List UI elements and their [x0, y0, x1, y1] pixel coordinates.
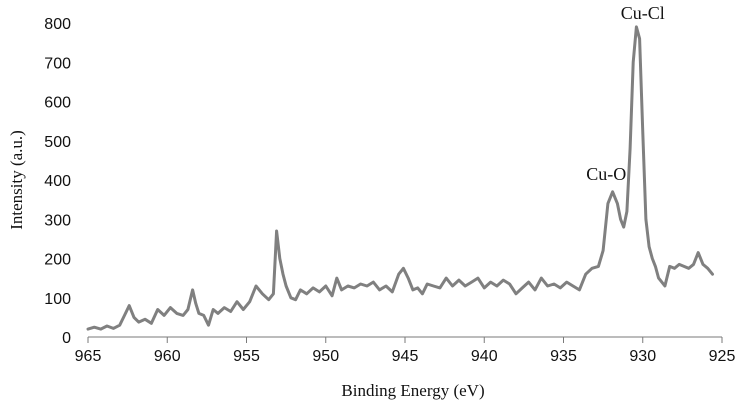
peak-annotations: Cu-O Cu-Cl [586, 3, 664, 184]
x-tick-label: 965 [75, 348, 102, 365]
x-tick-label: 955 [233, 348, 260, 365]
y-tick-label: 600 [44, 95, 71, 112]
series-line [86, 25, 714, 331]
x-tick-label: 925 [709, 348, 736, 365]
y-tick-label: 100 [44, 291, 71, 308]
x-tick-label: 950 [312, 348, 339, 365]
y-tick-label: 800 [44, 16, 71, 33]
y-tick-label: 200 [44, 252, 71, 269]
x-tick-label: 930 [629, 348, 656, 365]
x-axis-title: Binding Energy (eV) [341, 381, 484, 400]
y-tick-label: 400 [44, 173, 71, 190]
x-tick-label: 960 [154, 348, 181, 365]
y-tick-label: 0 [62, 330, 71, 347]
y-tick-label: 700 [44, 55, 71, 72]
y-axis-title: Intensity (a.u.) [7, 130, 26, 230]
x-tick-label: 940 [471, 348, 498, 365]
y-tick-label: 500 [44, 134, 71, 151]
x-tick-label: 945 [392, 348, 419, 365]
peak-annotation: Cu-Cl [621, 3, 665, 23]
x-axis-ticks: 965 960 955 950 945 940 935 930 925 [75, 337, 736, 365]
peak-annotation: Cu-O [586, 164, 626, 184]
y-axis-ticks: 0 100 200 300 400 500 600 700 800 [44, 16, 71, 347]
x-tick-label: 935 [550, 348, 577, 365]
y-tick-label: 300 [44, 212, 71, 229]
